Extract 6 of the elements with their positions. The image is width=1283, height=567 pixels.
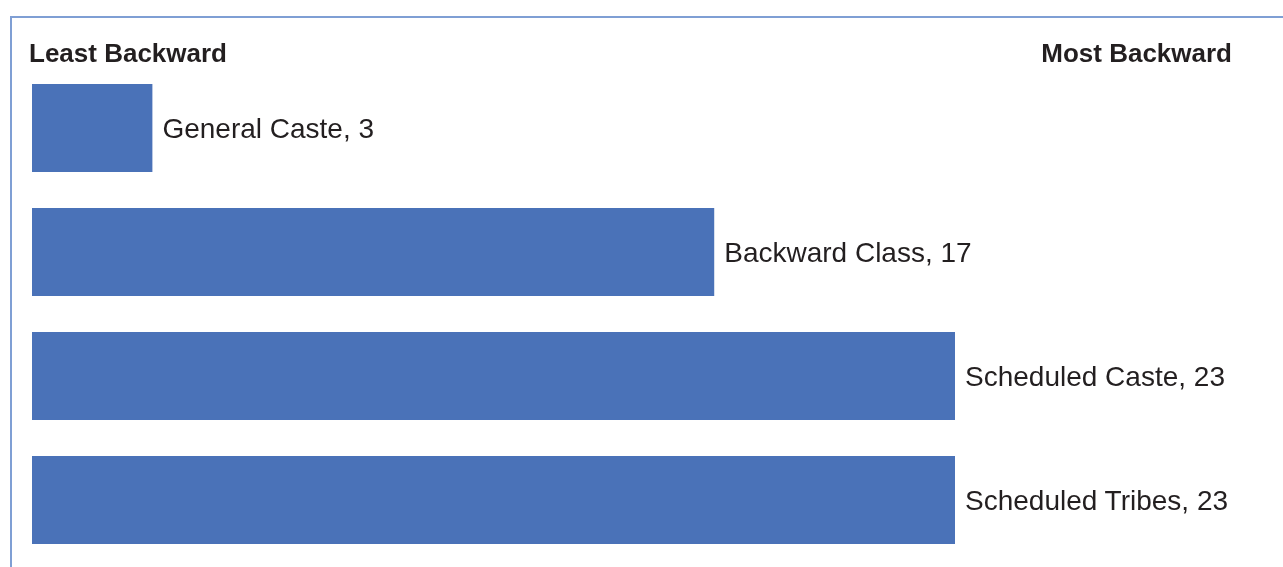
text: Most Backward	[1041, 38, 1232, 68]
annotation: Least Backward	[29, 38, 227, 68]
data-label: General Caste, 3	[162, 112, 375, 144]
data-label: Scheduled Caste, 23	[965, 360, 1225, 392]
data-label: Scheduled Tribes, 23	[965, 484, 1229, 516]
data-label: Backward Class, 17	[724, 236, 972, 268]
